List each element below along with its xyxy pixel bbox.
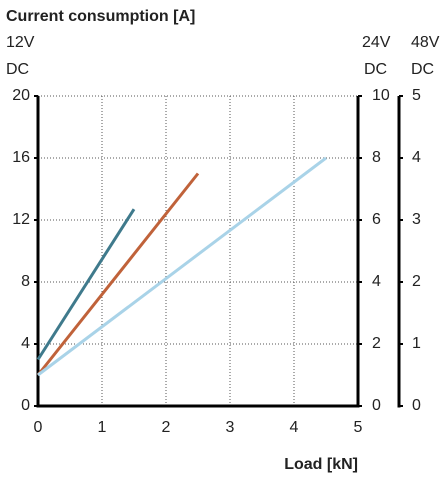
y-tick-label: 20: [12, 87, 30, 104]
y3-tick-label: 0: [412, 397, 421, 414]
x-tick-label: 4: [290, 419, 299, 436]
y2-axis-label: DC: [364, 61, 387, 78]
x-tick-label: 5: [354, 419, 363, 436]
y2-tick-label: 8: [372, 149, 381, 166]
series-line: [36, 208, 136, 361]
x-axis-label: Load [kN]: [284, 456, 358, 473]
y-axis-label: DC: [6, 61, 29, 78]
y3-tick-label: 2: [412, 273, 421, 290]
x-tick-label: 0: [34, 419, 43, 436]
x-tick-label: 1: [98, 419, 107, 436]
y2-tick-label: 0: [372, 397, 381, 414]
y2-axis-label: 24V: [362, 34, 391, 51]
y-tick-label: 0: [21, 397, 30, 414]
y3-tick-label: 1: [412, 335, 421, 352]
y3-axis-label: 48V: [411, 34, 440, 51]
y3-tick-label: 5: [412, 87, 421, 104]
y3-tick-label: 4: [412, 149, 421, 166]
y2-tick-label: 6: [372, 211, 381, 228]
series-line: [36, 172, 200, 376]
y3-tick-label: 3: [412, 211, 421, 228]
y-tick-label: 16: [12, 149, 30, 166]
y2-tick-label: 2: [372, 335, 381, 352]
y3-axis-label: DC: [411, 61, 434, 78]
y2-tick-label: 4: [372, 273, 381, 290]
y2-tick-label: 10: [372, 87, 390, 104]
x-tick-label: 2: [162, 419, 171, 436]
y-tick-label: 12: [12, 211, 30, 228]
y-tick-label: 8: [21, 273, 30, 290]
chart-title: Current consumption [A]: [6, 8, 195, 25]
y-axis-label: 12V: [6, 34, 35, 51]
x-tick-label: 3: [226, 419, 235, 436]
series-line: [37, 156, 327, 377]
y-tick-label: 4: [21, 335, 30, 352]
